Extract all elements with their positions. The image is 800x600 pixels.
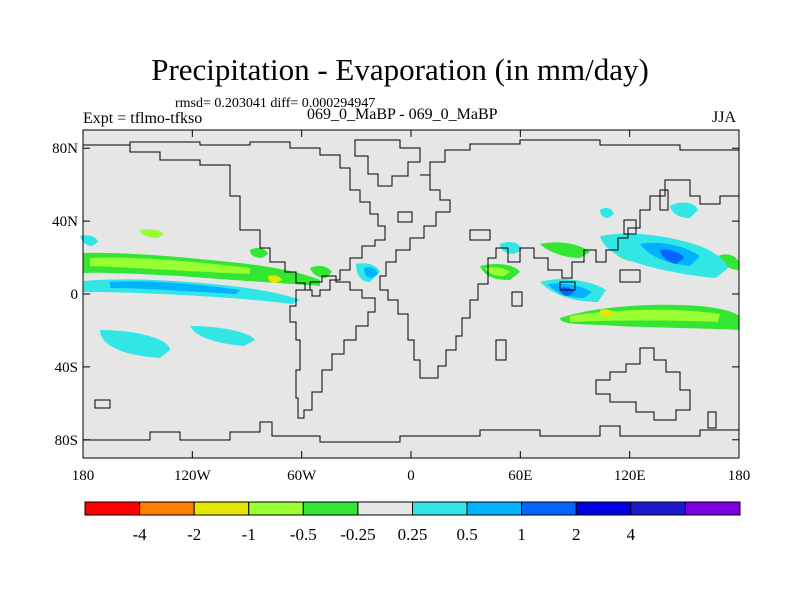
lon-tick-label: 60E (508, 468, 532, 484)
latitude-axis: 80N 40N 0 40S 80S (52, 141, 739, 449)
colorbar-swatch (575, 501, 632, 516)
colorbar-swatch (521, 501, 577, 516)
colorbar-label: -1 (242, 525, 256, 544)
season-label: JJA (712, 109, 737, 126)
colorbar-swatch (248, 501, 304, 516)
colorbar-label: -0.5 (290, 525, 317, 544)
lat-tick-label: 80N (52, 141, 78, 157)
colorbar-swatch (630, 501, 686, 516)
lon-tick-label: 120W (174, 468, 212, 484)
colorbar-label: -4 (132, 525, 147, 544)
stats-label: rmsd= 0.203041 diff= 0.000294947 (175, 96, 376, 111)
lat-tick-label: 80S (55, 433, 78, 449)
colorbar-swatch (302, 501, 359, 516)
experiment-label: Expt = tflmo-tfkso (83, 110, 203, 127)
colorbar-label: -0.25 (340, 525, 375, 544)
colorbar-swatch (466, 501, 523, 516)
colorbar-swatch (84, 501, 141, 516)
lat-tick-label: 40S (55, 360, 78, 376)
colorbar-swatch (412, 501, 468, 516)
anomaly-field-strong-positive (560, 249, 684, 296)
lon-tick-label: 180 (72, 468, 95, 484)
coastlines (83, 139, 740, 443)
lon-tick-label: 60W (287, 468, 317, 484)
lat-tick-label: 40N (52, 214, 78, 230)
lon-tick-label: 180 (728, 468, 751, 484)
colorbar-label: -2 (187, 525, 201, 544)
case-label: 069_0_MaBP - 069_0_MaBP (307, 106, 498, 123)
longitude-axis: 180 120W 60W 0 60E 120E 180 (72, 130, 751, 484)
colorbar-label: 1 (517, 525, 526, 544)
lon-tick-label: 0 (407, 468, 415, 484)
colorbar: -4 -2 -1 -0.5 -0.25 0.25 0.5 1 2 4 (84, 501, 741, 544)
anomaly-field-moderate-negative (268, 275, 614, 317)
colorbar-swatch (684, 501, 741, 516)
colorbar-label: 4 (627, 525, 636, 544)
colorbar-swatch (139, 501, 195, 516)
colorbar-swatch (193, 501, 250, 516)
colorbar-swatch (357, 501, 413, 516)
colorbar-label: 0.25 (398, 525, 428, 544)
lat-tick-label: 0 (71, 287, 79, 303)
lon-tick-label: 120E (614, 468, 646, 484)
anomaly-field-weak-negative (90, 229, 720, 322)
colorbar-label: 2 (572, 525, 581, 544)
colorbar-label: 0.5 (456, 525, 477, 544)
plot-title: Precipitation - Evaporation (in mm/day) (151, 52, 649, 87)
